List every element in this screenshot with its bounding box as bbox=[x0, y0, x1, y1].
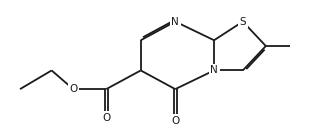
Text: N: N bbox=[171, 17, 179, 26]
Text: S: S bbox=[240, 17, 246, 26]
Text: O: O bbox=[102, 113, 110, 123]
Text: N: N bbox=[210, 65, 218, 75]
Text: O: O bbox=[69, 84, 77, 94]
Text: O: O bbox=[171, 116, 179, 126]
